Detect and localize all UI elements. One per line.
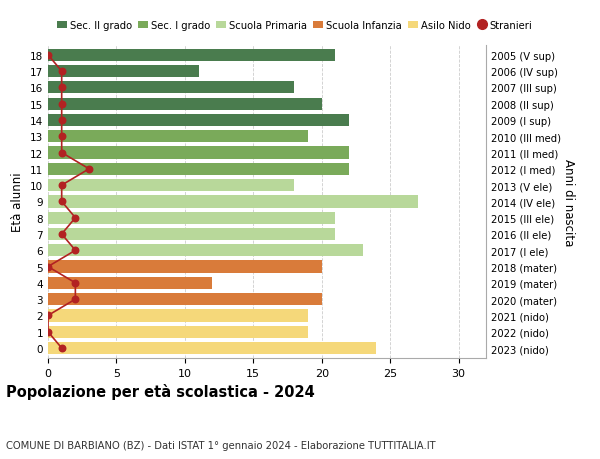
Bar — [48, 229, 335, 241]
Point — [84, 166, 94, 173]
Point — [57, 101, 67, 108]
Text: Popolazione per età scolastica - 2024: Popolazione per età scolastica - 2024 — [6, 383, 315, 399]
Point — [57, 345, 67, 352]
Bar — [48, 179, 295, 192]
Bar — [48, 82, 295, 94]
Bar — [48, 147, 349, 159]
Bar — [48, 277, 212, 289]
Legend: Sec. II grado, Sec. I grado, Scuola Primaria, Scuola Infanzia, Asilo Nido, Stran: Sec. II grado, Sec. I grado, Scuola Prim… — [53, 17, 536, 35]
Bar — [48, 196, 418, 208]
Point — [57, 68, 67, 76]
Point — [71, 247, 80, 254]
Point — [43, 263, 53, 271]
Point — [43, 52, 53, 59]
Bar — [48, 293, 322, 306]
Bar — [48, 115, 349, 127]
Text: COMUNE DI BARBIANO (BZ) - Dati ISTAT 1° gennaio 2024 - Elaborazione TUTTITALIA.I: COMUNE DI BARBIANO (BZ) - Dati ISTAT 1° … — [6, 440, 436, 450]
Y-axis label: Età alunni: Età alunni — [11, 172, 25, 232]
Bar — [48, 131, 308, 143]
Y-axis label: Anni di nascita: Anni di nascita — [562, 158, 575, 246]
Point — [57, 150, 67, 157]
Point — [57, 133, 67, 140]
Point — [43, 312, 53, 319]
Bar — [48, 261, 322, 273]
Bar — [48, 66, 199, 78]
Point — [57, 198, 67, 206]
Point — [71, 280, 80, 287]
Bar — [48, 245, 363, 257]
Bar — [48, 163, 349, 175]
Point — [71, 214, 80, 222]
Point — [57, 182, 67, 190]
Point — [57, 231, 67, 238]
Bar — [48, 50, 335, 62]
Bar — [48, 342, 377, 354]
Bar — [48, 310, 308, 322]
Bar — [48, 212, 335, 224]
Point — [57, 84, 67, 92]
Bar — [48, 98, 322, 111]
Point — [57, 117, 67, 124]
Point — [71, 296, 80, 303]
Bar — [48, 326, 308, 338]
Point — [43, 328, 53, 336]
